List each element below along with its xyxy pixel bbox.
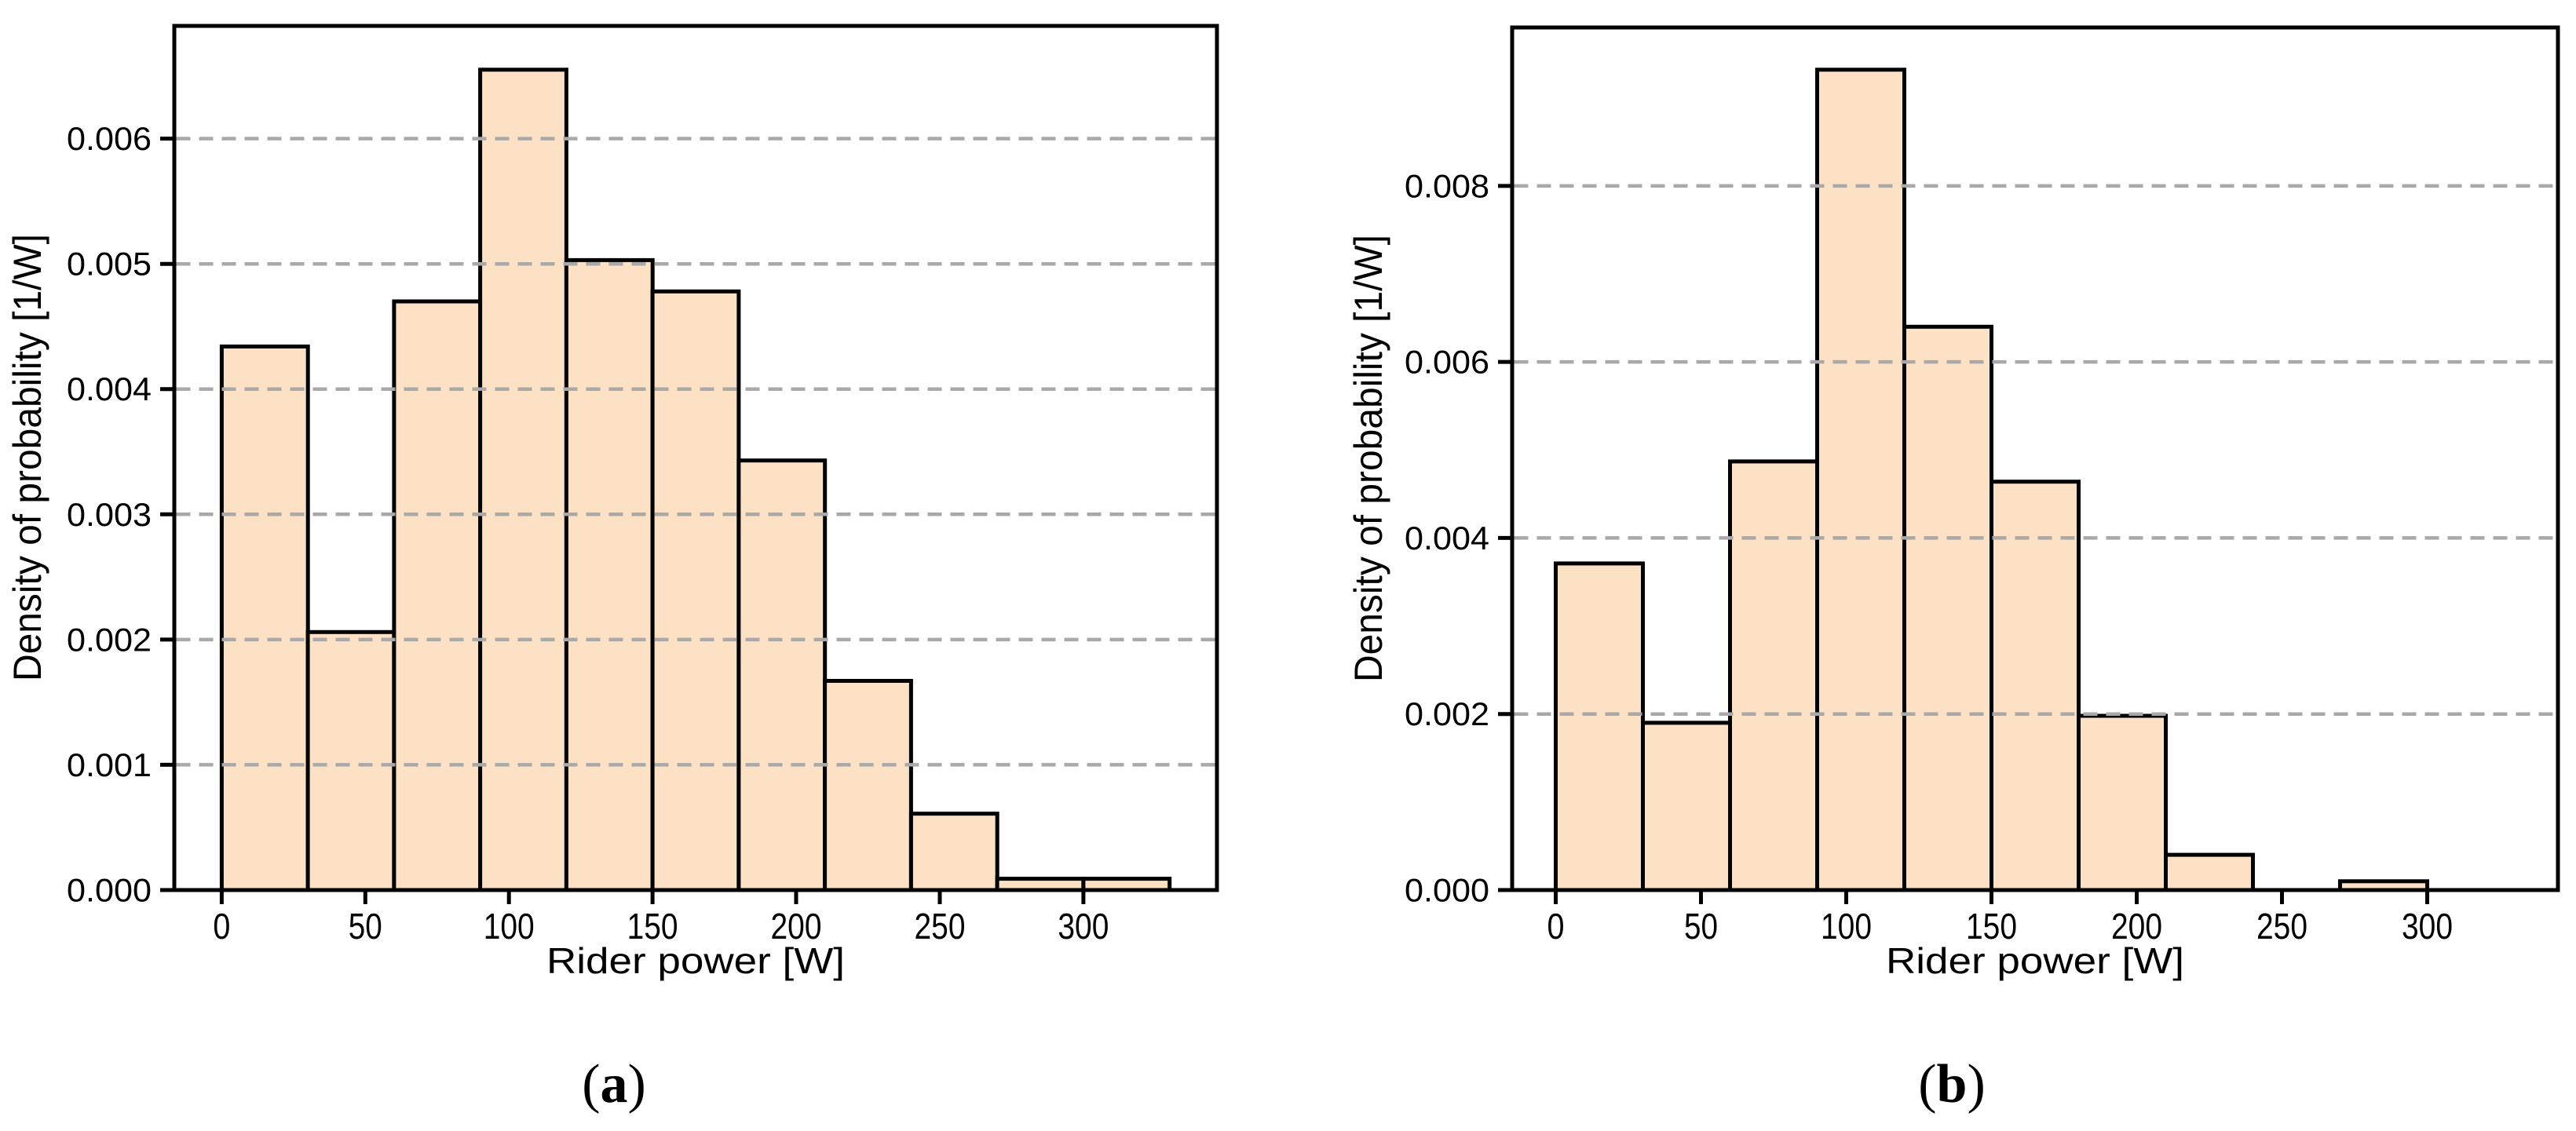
histogram-bar [1815,67,1906,892]
y-tick-label: 0.005 [67,246,152,283]
histogram-bar [478,67,568,892]
x-tick-label: 250 [2256,906,2307,947]
y-tick-label: 0.001 [67,746,152,783]
caption-letter: b [1937,1054,1968,1115]
caption-close-paren: ) [628,1054,646,1115]
x-tick-label: 150 [1966,906,2017,947]
gridlines [1514,184,2556,716]
gridlines [176,137,1215,767]
y-tick-label: 0.006 [67,120,152,157]
y-tick-label: 0.003 [67,496,152,533]
histogram-a-canvas: 0 50 100 150 200 250 3000.0000.0010.0020.0030.… [5,24,1219,1115]
histogram-bar [650,289,741,892]
x-tick-label: 50 [349,906,382,947]
y-axis-label-a: Density of probability [1/W] [5,234,49,681]
y-axis-ticks: 0.000 0.001 0.002 0.003 0.004 0.005 0.006 [67,120,174,909]
x-tick-label: 0 [1547,906,1565,947]
caption-letter: a [601,1054,628,1115]
x-tick-label: 100 [484,906,535,947]
y-tick-label: 0.008 [1405,167,1489,204]
y-axis-ticks: 0.000 0.002 0.004 0.006 0.008 [1405,167,1512,909]
histogram-bar [1641,721,1732,892]
x-tick-label: 150 [627,906,678,947]
y-tick-label: 0.000 [1405,872,1489,909]
histogram-bar [1554,561,1645,892]
subfigure-caption-b: (b) [1918,1054,1986,1115]
histogram-bar [392,299,483,892]
histogram-bar [2164,852,2255,892]
x-tick-label: 50 [1684,906,1718,947]
caption-close-paren: ) [1967,1054,1985,1115]
histogram-bar [1990,480,2081,892]
histogram-bar [1728,459,1819,892]
x-tick-label: 200 [2111,906,2162,947]
histogram-b-canvas: 0 50 100 150 200 250 3000.0000.0020.0040.0060.… [1346,25,2560,1115]
x-tick-label: 0 [213,906,230,947]
x-tick-label: 100 [1821,906,1872,947]
x-axis-ticks: 0 50 100 150 200 250 300 [213,890,1109,947]
histogram-bars [1554,67,2429,892]
histogram-bar [564,257,655,892]
plot-spines [172,24,1219,892]
x-axis-ticks: 0 50 100 150 200 250 300 [1547,890,2453,947]
y-tick-label: 0.002 [67,621,152,658]
histogram-bar [1902,324,1993,892]
histogram-bar [736,458,828,892]
histogram-bar [908,812,999,892]
histogram-bar [823,679,913,892]
histogram-b-plot: 0 50 100 150 200 250 3000.0000.0020.0040.0060.… [1405,25,2560,947]
y-axis-label-b: Density of probability [1/W] [1346,235,1390,682]
x-axis-label-a: Rider power [W] [546,940,845,981]
histogram-bar [2077,713,2168,892]
histogram-bar [219,345,310,892]
y-tick-label: 0.000 [67,872,152,909]
x-tick-label: 300 [2402,906,2453,947]
plot-spines [1510,25,2560,892]
y-tick-label: 0.004 [1405,520,1489,556]
histogram-a-plot: 0 50 100 150 200 250 3000.0000.0010.0020.0030.… [67,24,1219,947]
x-tick-label: 200 [771,906,822,947]
caption-open-paren: ( [1918,1054,1936,1115]
x-axis-label-b: Rider power [W] [1886,940,2184,981]
y-tick-label: 0.006 [1405,344,1489,381]
y-tick-label: 0.004 [67,370,152,407]
histogram-bars [219,67,1172,892]
histogram-bar [305,629,396,892]
y-tick-label: 0.002 [1405,695,1489,732]
x-tick-label: 300 [1058,906,1109,947]
subfigure-caption-a: (a) [582,1054,646,1115]
caption-open-paren: ( [582,1054,600,1115]
x-tick-label: 250 [915,906,966,947]
